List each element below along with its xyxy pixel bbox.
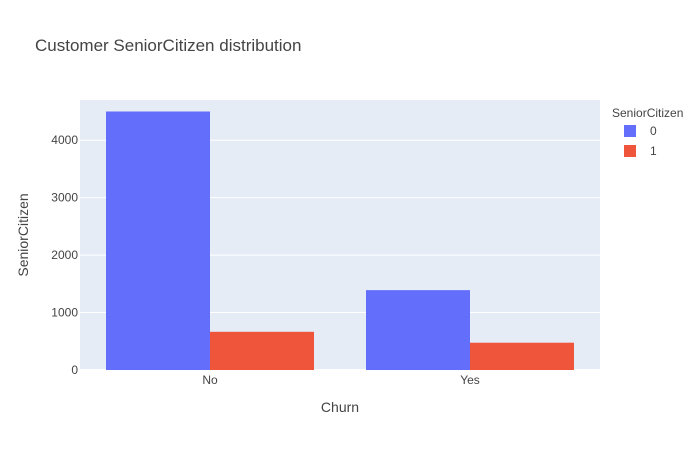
legend-title: SeniorCitizen <box>612 106 683 120</box>
y-tick-label: 1000 <box>51 306 78 320</box>
legend-label: 0 <box>650 124 657 138</box>
x-tick-label: No <box>202 373 218 387</box>
y-tick-label: 3000 <box>51 191 78 205</box>
legend-swatch <box>624 145 636 157</box>
y-tick-label: 2000 <box>51 248 78 262</box>
x-axis-ticks: No Yes <box>202 373 479 387</box>
legend-swatch <box>624 125 636 137</box>
legend-items: 01 <box>624 124 657 158</box>
x-axis-label: Churn <box>321 399 359 415</box>
y-axis-ticks: 0 1000 2000 3000 4000 <box>51 133 78 377</box>
legend-item[interactable]: 0 <box>624 124 657 138</box>
y-tick-label: 4000 <box>51 133 78 147</box>
y-tick-label: 0 <box>71 363 78 377</box>
y-axis-label: SeniorCitizen <box>15 193 31 276</box>
bar-yes-series-1 <box>470 342 574 370</box>
bar-yes-series-0 <box>366 290 470 370</box>
legend: SeniorCitizen 01 <box>612 106 683 158</box>
bar-no-series-1 <box>210 331 314 370</box>
bars <box>106 111 574 370</box>
legend-item[interactable]: 1 <box>624 144 657 158</box>
bar-no-series-0 <box>106 111 210 370</box>
chart-title: Customer SeniorCitizen distribution <box>35 36 301 55</box>
x-tick-label: Yes <box>460 373 480 387</box>
legend-label: 1 <box>650 144 657 158</box>
